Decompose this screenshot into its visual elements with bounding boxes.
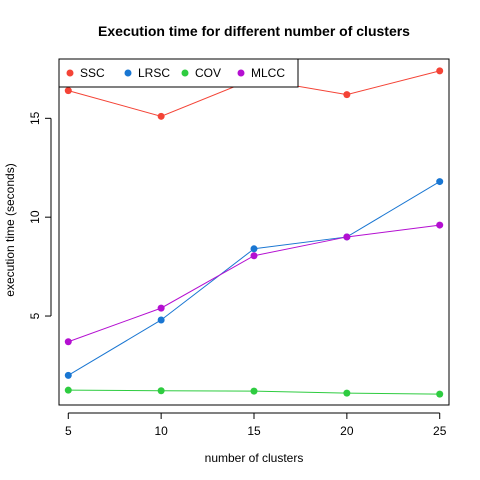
data-point (64, 386, 72, 394)
data-point (64, 371, 72, 379)
y-tick-label: 10 (28, 210, 42, 224)
data-point (157, 387, 165, 395)
legend-item: LRSC (124, 66, 170, 80)
legend-label: LRSC (138, 66, 170, 80)
series-mlcc (64, 221, 444, 346)
data-point (64, 338, 72, 346)
legend-item: MLCC (237, 66, 285, 80)
series-lrsc (64, 178, 444, 379)
y-tick-label: 5 (28, 312, 42, 319)
data-point (436, 67, 444, 75)
x-tick-label: 5 (65, 424, 72, 438)
legend-label: SSC (80, 66, 105, 80)
legend-marker (124, 69, 132, 77)
legend-label: MLCC (251, 66, 285, 80)
data-point (343, 389, 351, 397)
x-axis-label: number of clusters (205, 451, 304, 465)
series-cov (64, 386, 444, 398)
legend-marker (181, 69, 189, 77)
data-point (157, 316, 165, 324)
axes: 5 10 15 20 25 5 10 15 (28, 111, 447, 438)
x-tick-label: 20 (340, 424, 354, 438)
legend-item: COV (181, 66, 221, 80)
legend-marker (237, 69, 245, 77)
plot-area (58, 58, 450, 406)
data-point (436, 221, 444, 229)
data-point (157, 112, 165, 120)
legend-item: SSC (66, 66, 105, 80)
chart-title: Execution time for different number of c… (98, 23, 410, 39)
data-point (250, 245, 258, 253)
data-point (250, 252, 258, 260)
series-line (68, 224, 440, 343)
data-point (343, 91, 351, 99)
x-tick-label: 15 (247, 424, 261, 438)
data-point (343, 233, 351, 241)
data-point (436, 390, 444, 398)
legend: SSC LRSC COV MLCC (58, 58, 299, 88)
series-line (68, 181, 440, 376)
data-point (157, 304, 165, 312)
y-axis-label: execution time (seconds) (3, 163, 17, 296)
data-point (250, 387, 258, 395)
legend-label: COV (195, 66, 221, 80)
data-point (64, 87, 72, 95)
legend-box (58, 58, 299, 88)
legend-marker (66, 69, 74, 77)
x-tick-label: 25 (433, 424, 447, 438)
series-layer (64, 67, 444, 398)
x-tick-label: 10 (154, 424, 168, 438)
data-point (436, 178, 444, 186)
y-tick-label: 15 (28, 111, 42, 125)
